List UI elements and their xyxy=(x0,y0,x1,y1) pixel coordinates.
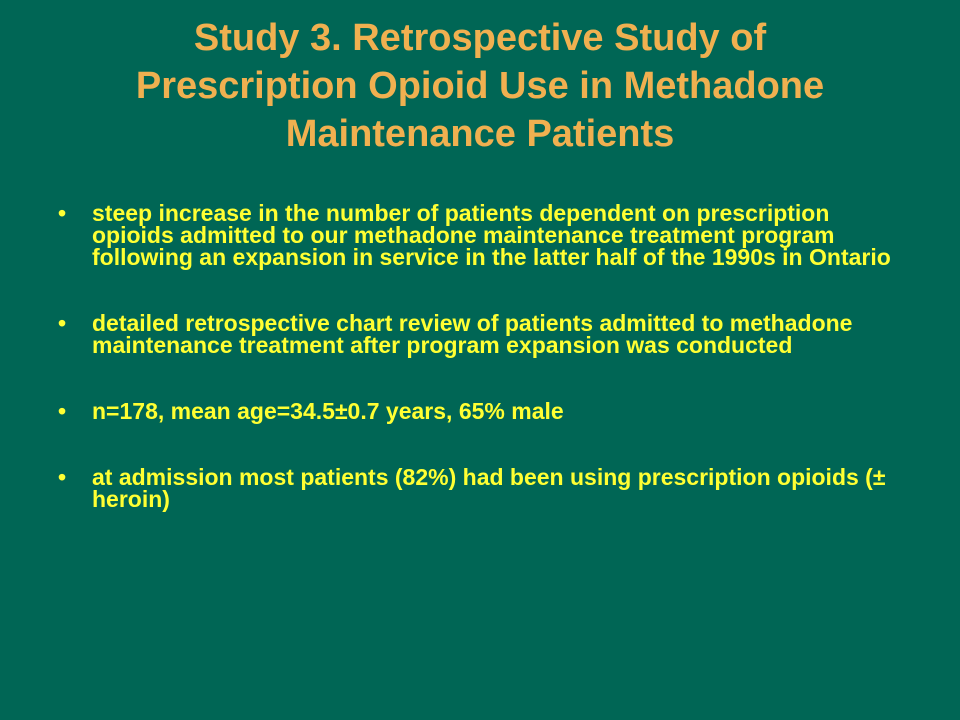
slide-title: Study 3. Retrospective Study of Prescrip… xyxy=(40,14,920,158)
bullet-list: • steep increase in the number of patien… xyxy=(58,200,908,512)
bullet-icon: • xyxy=(58,398,67,424)
bullet-icon: • xyxy=(58,310,67,336)
bullet-item-1: • steep increase in the number of patien… xyxy=(58,200,908,270)
bullet-item-2: • detailed retrospective chart review of… xyxy=(58,310,908,358)
bullet-icon: • xyxy=(58,200,67,226)
bullet-icon: • xyxy=(58,464,67,490)
title-line-3: Maintenance Patients xyxy=(285,113,675,155)
bullet-text-1: steep increase in the number of patients… xyxy=(92,200,891,270)
bullet-text-3: n=178, mean age=34.5±0.7 years, 65% male xyxy=(92,398,564,424)
bullet-text-4: at admission most patients (82%) had bee… xyxy=(92,464,886,512)
title-line-2: Prescription Opioid Use in Methadone xyxy=(135,65,825,107)
bullet-text-2: detailed retrospective chart review of p… xyxy=(92,310,853,358)
bullet-item-3: • n=178, mean age=34.5±0.7 years, 65% ma… xyxy=(58,398,908,424)
bullet-item-4: • at admission most patients (82%) had b… xyxy=(58,464,908,512)
title-line-1: Study 3. Retrospective Study of xyxy=(193,17,767,59)
